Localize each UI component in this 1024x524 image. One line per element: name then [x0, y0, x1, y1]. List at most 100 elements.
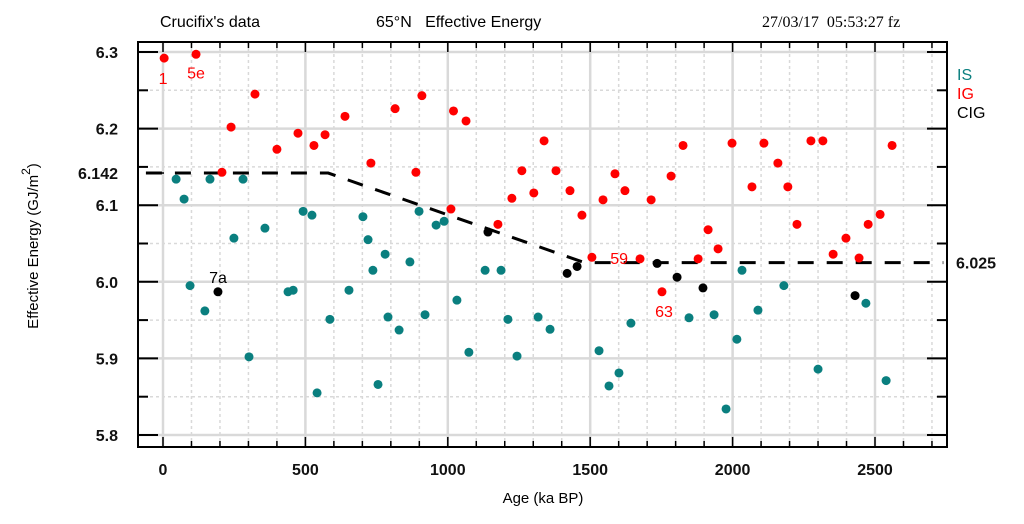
x-axis-label: Age (ka BP): [503, 490, 584, 507]
y-tick-label: 6.3: [96, 45, 118, 62]
y-tick-label: 5.8: [96, 428, 118, 445]
ig-point: [226, 122, 236, 132]
is-point: [709, 310, 719, 320]
ig-point: [887, 140, 897, 150]
ig-point: [598, 195, 608, 205]
is-point: [420, 310, 430, 320]
is-point: [464, 347, 474, 357]
ig-point: [539, 136, 549, 146]
ig-point: [461, 116, 471, 126]
is-point: [179, 194, 189, 204]
is-point: [288, 285, 298, 295]
is-point: [684, 313, 694, 323]
is-point: [496, 265, 506, 275]
annotation-1: 1: [159, 71, 168, 88]
is-point: [737, 265, 747, 275]
legend: IS IG CIG: [957, 67, 985, 122]
cig-point: [672, 272, 682, 282]
is-point: [394, 325, 404, 335]
ig-point: [293, 128, 303, 138]
threshold-dashed-line: [145, 171, 944, 265]
cig-point: [698, 283, 708, 293]
y-tick-label-6025: 6.025: [956, 256, 996, 273]
ig-point: [841, 233, 851, 243]
cig-point: [652, 258, 662, 268]
ig-point: [620, 186, 630, 196]
y-axis-label-main: Effective Energy (GJ/m: [25, 175, 42, 329]
ig-point: [863, 219, 873, 229]
ig-point: [693, 254, 703, 264]
ig-point: [517, 166, 527, 176]
grid-lines: [138, 42, 947, 447]
ig-point: [678, 140, 688, 150]
ig-point: [818, 136, 828, 146]
ig-point: [565, 186, 575, 196]
is-point: [626, 318, 636, 328]
ig-point: [411, 167, 421, 177]
annotation-5e: 5e: [187, 65, 205, 82]
is-point: [414, 206, 424, 216]
ig-point: [635, 254, 645, 264]
y-tick-label: 5.9: [96, 351, 118, 368]
x-tick-label: 2500: [857, 462, 893, 479]
annotation-7a: 7a: [209, 270, 227, 287]
ig-point: [792, 219, 802, 229]
legend-entry-is: IS: [957, 67, 972, 84]
cig-point: [213, 287, 223, 297]
plot-frame: [137, 41, 948, 448]
is-point: [452, 295, 462, 305]
is-point: [721, 404, 731, 414]
y-tick-label-6142: 6.142: [78, 166, 118, 183]
ig-point: [747, 182, 757, 192]
ig-point: [217, 167, 227, 177]
ig-point: [657, 287, 667, 297]
is-point: [614, 368, 624, 378]
is-point: [439, 216, 449, 226]
is-point: [229, 233, 239, 243]
ig-point: [713, 244, 723, 254]
header-center-title: 65°N Effective Energy: [376, 14, 541, 31]
x-tick-label: 1000: [430, 462, 466, 479]
is-point: [325, 314, 335, 324]
is-point: [594, 346, 604, 356]
ig-point: [366, 158, 376, 168]
ig-point: [529, 188, 539, 198]
is-point: [861, 298, 871, 308]
cig-point: [483, 227, 493, 237]
ig-point: [577, 210, 587, 220]
cig-point: [850, 291, 860, 301]
legend-entry-ig: IG: [957, 86, 974, 103]
is-point: [363, 235, 373, 245]
is-point: [205, 174, 215, 184]
is-point: [503, 314, 513, 324]
is-point: [344, 285, 354, 295]
is-point: [533, 312, 543, 322]
ig-point: [806, 136, 816, 146]
data-points: [159, 49, 897, 414]
y-axis-label-text: Effective Energy (GJ/m2): [19, 163, 42, 329]
is-point: [312, 388, 322, 398]
header-left-title: Crucifix's data: [160, 14, 260, 31]
is-point: [358, 212, 368, 222]
x-tick-label: 500: [292, 462, 319, 479]
ig-point: [250, 89, 260, 99]
is-point: [732, 334, 742, 344]
is-point: [512, 351, 522, 361]
annotation-59: 59: [610, 251, 628, 268]
ig-point: [309, 140, 319, 150]
ig-point: [759, 138, 769, 148]
ig-point: [875, 209, 885, 219]
is-point: [604, 381, 614, 391]
y-axis-label: Effective Energy (GJ/m2): [19, 163, 42, 329]
is-point: [881, 376, 891, 386]
plot-border: [137, 41, 948, 448]
ig-point: [828, 249, 838, 259]
y-tick-label: 6.2: [96, 122, 118, 139]
header-timestamp: 27/03/17 05:53:27 fz: [762, 14, 900, 31]
x-tick-label: 1500: [572, 462, 608, 479]
ig-point: [448, 106, 458, 116]
is-point: [373, 379, 383, 389]
ig-point: [551, 166, 561, 176]
y-tick-label: 6.1: [96, 198, 118, 215]
ig-point: [507, 193, 517, 203]
